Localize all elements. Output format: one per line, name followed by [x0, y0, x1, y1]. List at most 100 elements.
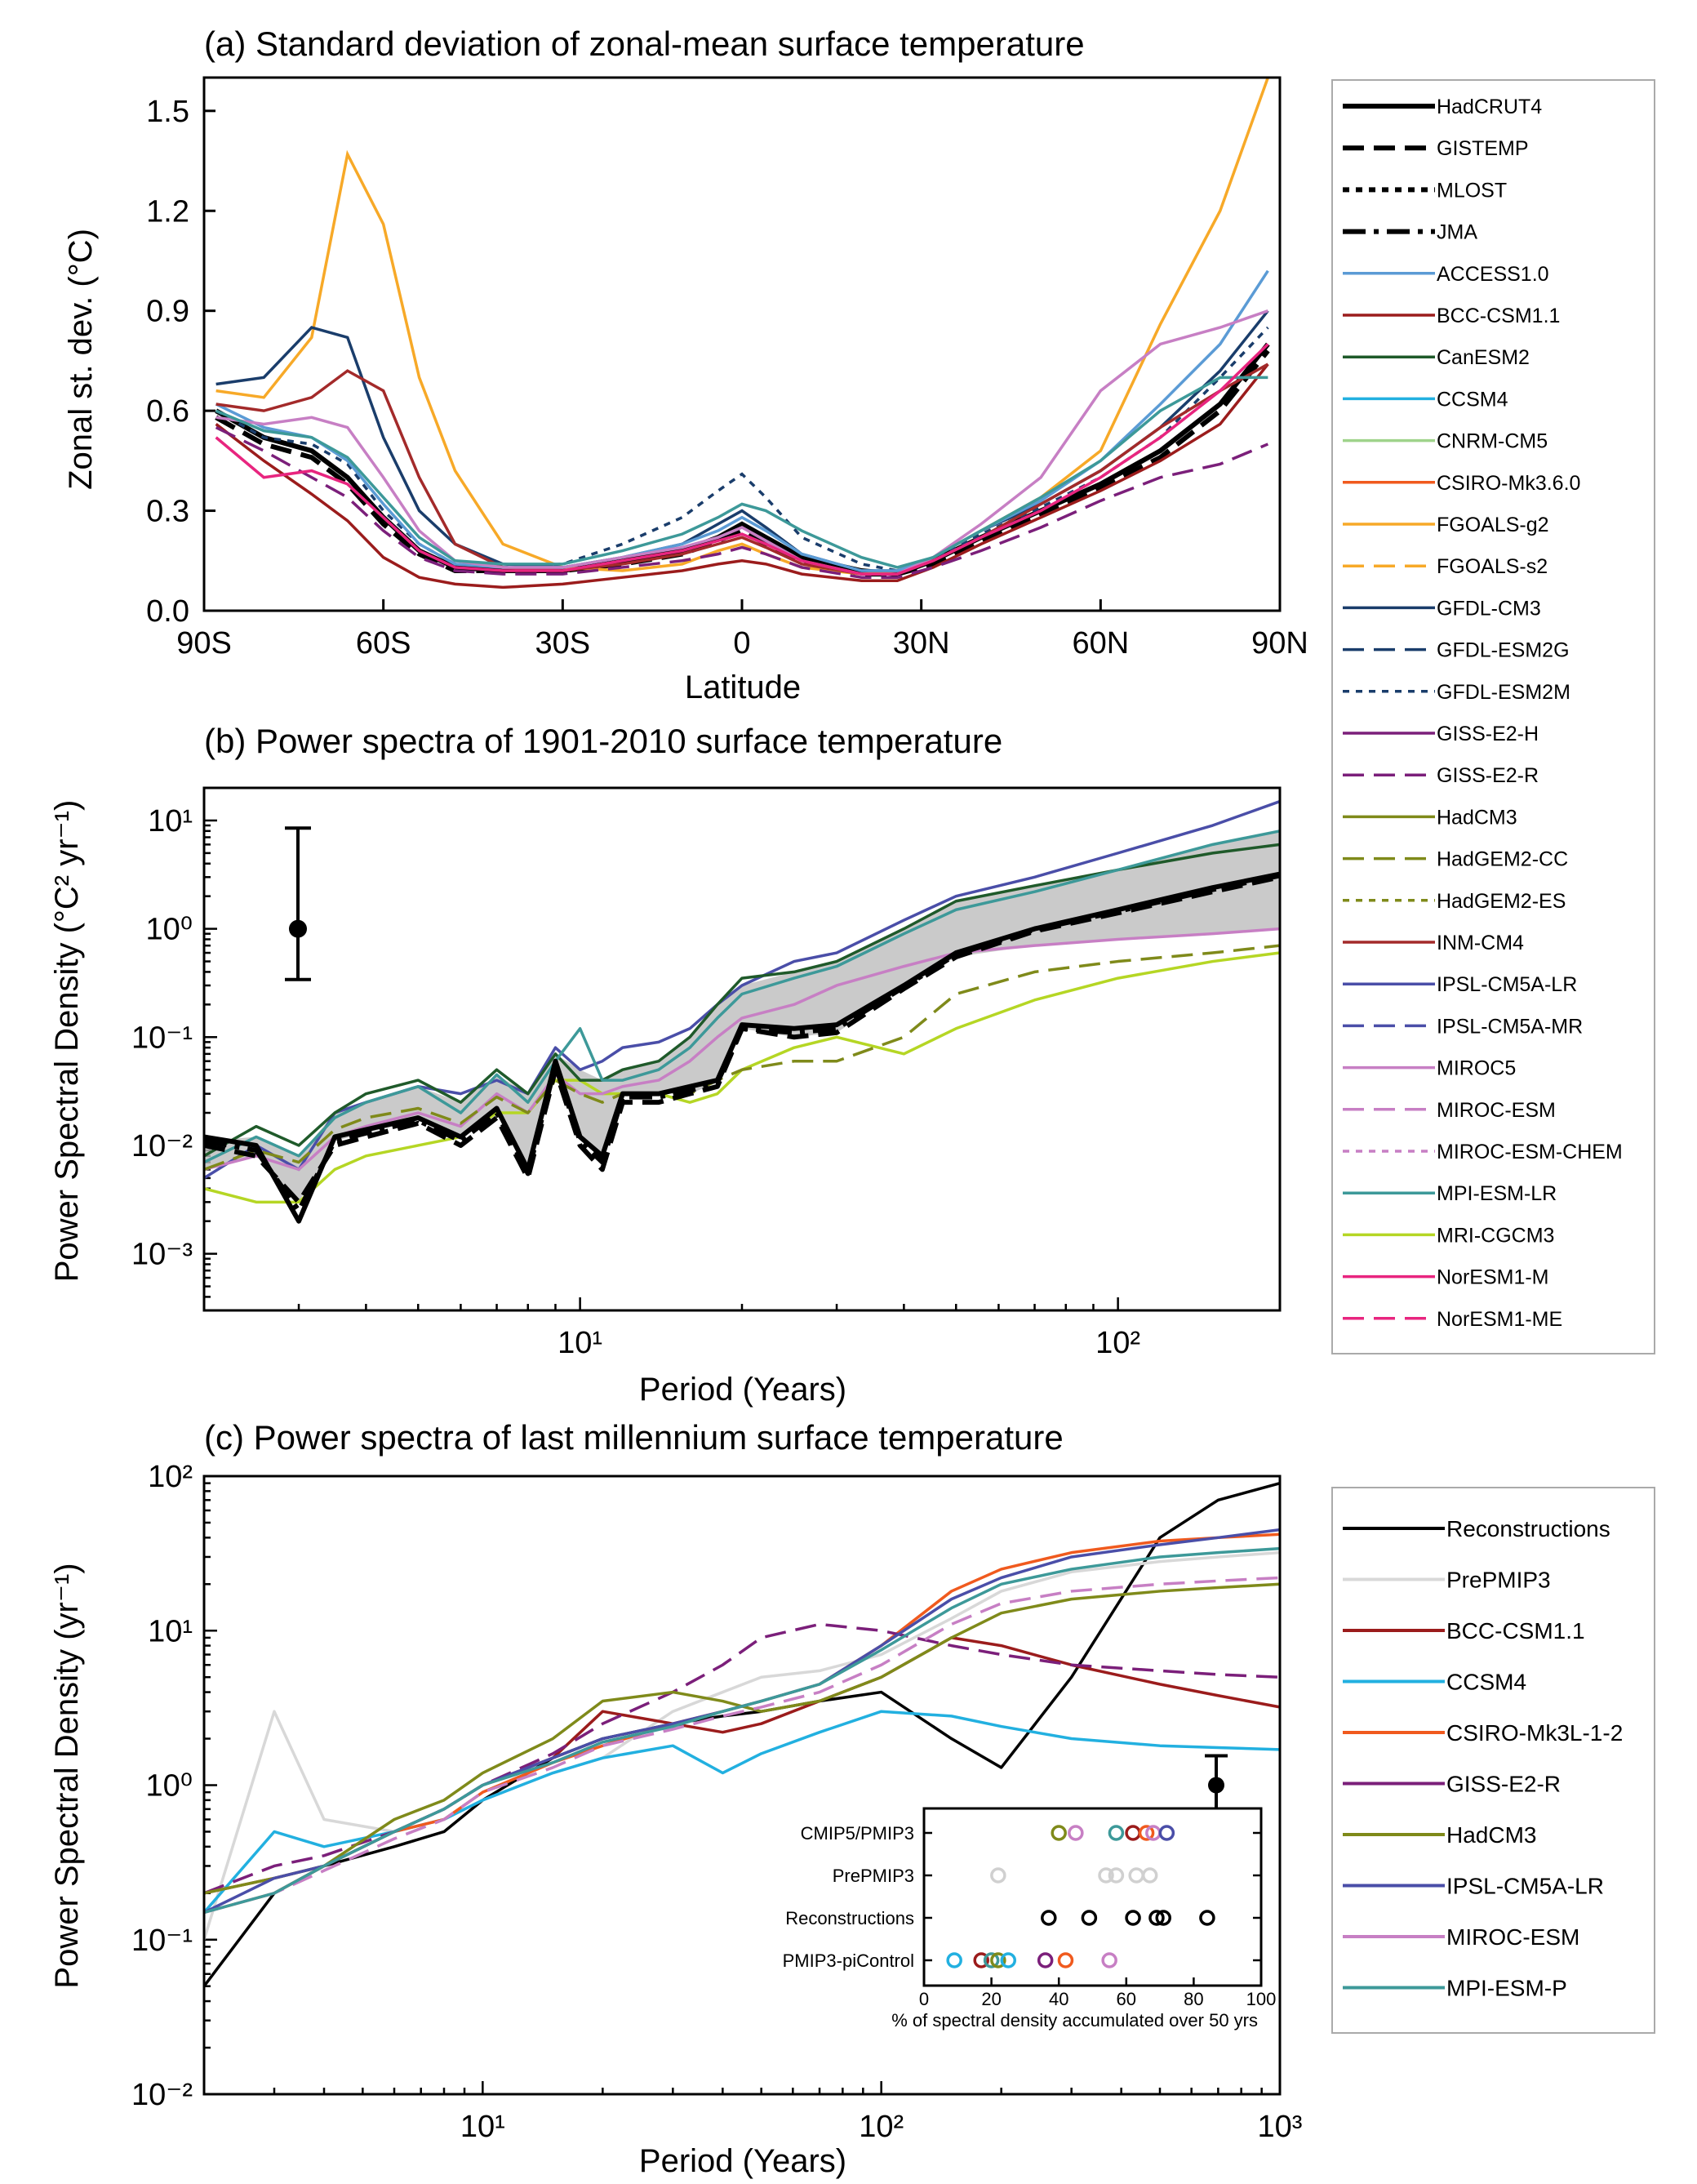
legend-entry: JMA — [1343, 221, 1477, 244]
legend-entry: MPI-ESM-LR — [1343, 1182, 1557, 1205]
panel-a-plot: 90S 60S 30S 0 30N 60N 90N 0.0 0.3 0.6 0.9 1.2 1.5 — [146, 76, 1308, 661]
legend-entry: GISS-E2-H — [1343, 723, 1539, 745]
legend-label: CCSM4 — [1446, 1670, 1526, 1695]
inset-x-tick-label: 80 — [1184, 1989, 1203, 2009]
legend-entry: CSIRO-Mk3L-1-2 — [1343, 1720, 1623, 1746]
legend-label: BCC-CSM1.1 — [1446, 1618, 1585, 1644]
legend-label: HadGEM2-CC — [1437, 848, 1568, 871]
legend-label: GFDL-ESM2G — [1437, 639, 1570, 662]
x-tick-label: 90S — [176, 626, 232, 661]
legend-entry: MIROC5 — [1343, 1057, 1516, 1080]
legend-entry: FGOALS-s2 — [1343, 555, 1548, 578]
legend-label: NorESM1-ME — [1437, 1308, 1562, 1331]
inset-x-tick-label: 0 — [919, 1989, 929, 2009]
x-tick-label: 60S — [356, 626, 411, 661]
legend-label: CSIRO-Mk3L-1-2 — [1446, 1720, 1623, 1746]
legend-label: MPI-ESM-P — [1446, 1976, 1567, 2001]
legend-entry: MPI-ESM-P — [1343, 1976, 1567, 2001]
inset-frame — [922, 1807, 1263, 1987]
legend-entry: IPSL-CM5A-MR — [1343, 1015, 1583, 1038]
legend-label: CCSM4 — [1437, 388, 1508, 411]
inset-point — [1068, 1825, 1084, 1841]
legend-entry: CanESM2 — [1343, 346, 1530, 369]
legend-label: NorESM1-M — [1437, 1266, 1549, 1289]
legend-label: HadCM3 — [1437, 806, 1517, 829]
x-tick-label: 30S — [535, 626, 591, 661]
legend-entry: FGOALS-g2 — [1343, 514, 1549, 536]
legend-label: GFDL-ESM2M — [1437, 681, 1570, 704]
inset-plot: CMIP5/PMIP3 PrePMIP3 Reconstructions PMIP3-… — [783, 1807, 1277, 2031]
legend-label: HadCM3 — [1446, 1822, 1536, 1848]
legend-entry: GISS-E2-R — [1343, 764, 1539, 787]
series-line-GFDL-CM3 — [215, 309, 1269, 572]
inset-point — [1101, 1952, 1117, 1968]
panel-b-xlabel: Period (Years) — [639, 1372, 846, 1408]
inset-row-label: Reconstructions — [785, 1908, 914, 1928]
legend-ab-box — [1331, 79, 1655, 1354]
series-line-HadCM3 — [203, 1582, 1281, 1895]
y-tick-label: 10⁻¹ — [131, 1021, 193, 1055]
legend-c: Reconstructions PrePMIP3 BCC-CSM1.1 CCSM4 CS… — [1343, 1516, 1623, 2001]
legend-label: GISS-E2-H — [1437, 723, 1539, 745]
y-tick-label: 10⁻² — [131, 2078, 193, 2112]
legend-label: MIROC-ESM-CHEM — [1437, 1141, 1623, 1163]
panel-c-xlabel: Period (Years) — [639, 2143, 846, 2179]
x-tick-label: 10² — [859, 2110, 904, 2144]
legend-entry: GISTEMP — [1343, 137, 1529, 160]
series-line-GISTEMP — [215, 349, 1270, 577]
legend-label: GFDL-CM3 — [1437, 597, 1541, 620]
series-line-BCC-CSM1.1 — [215, 363, 1269, 589]
legend-label: FGOALS-g2 — [1437, 514, 1549, 536]
legend-entry: CCSM4 — [1343, 1670, 1526, 1695]
legend-label: HadGEM2-ES — [1437, 890, 1566, 913]
legend-entry: GFDL-CM3 — [1343, 597, 1541, 620]
legend-entry: INM-CM4 — [1343, 932, 1524, 954]
series-line-CanESM2 — [203, 843, 1281, 1158]
panel-a-ylabel: Zonal st. dev. (°C) — [63, 229, 99, 490]
legend-entry: GISS-E2-R — [1343, 1772, 1561, 1797]
y-tick-label: 10¹ — [148, 804, 193, 838]
inset-point — [1141, 1867, 1158, 1884]
inset-point — [1199, 1910, 1215, 1926]
y-tick-label: 0.3 — [146, 495, 189, 529]
legend-label: GISS-E2-R — [1446, 1772, 1561, 1797]
legend-entry: MIROC-ESM — [1343, 1099, 1556, 1122]
x-tick-label: 30N — [893, 626, 950, 661]
legend-entry: HadGEM2-ES — [1343, 890, 1566, 913]
x-tick-label: 10³ — [1258, 2110, 1303, 2144]
series-line-Reconstructions — [202, 1481, 1281, 1987]
inset-point — [1108, 1867, 1125, 1884]
y-tick-label: 10⁰ — [145, 913, 193, 947]
legend-label: PrePMIP3 — [1446, 1568, 1551, 1593]
legend-entry: MIROC-ESM-CHEM — [1343, 1141, 1623, 1163]
inset-point — [990, 1867, 1006, 1884]
legend-entry: HadGEM2-CC — [1343, 848, 1568, 871]
inset-point — [1125, 1910, 1141, 1926]
legend-label: MRI-CGCM3 — [1437, 1224, 1554, 1247]
error-bar-point — [1208, 1777, 1224, 1794]
panel-b-ylabel: Power Spectral Density (°C² yr⁻¹) — [49, 800, 85, 1283]
legend-label: MIROC-ESM — [1446, 1924, 1579, 1950]
series-line-MPI-ESM-P — [203, 1546, 1281, 1915]
x-tick-label: 0 — [733, 626, 750, 661]
legend-label: CanESM2 — [1437, 346, 1530, 369]
y-tick-label: 10¹ — [148, 1614, 193, 1648]
panel-c-plot: 10¹ 10² 10³ 10⁻² 10⁻¹ 10⁰ 10¹ 10² CMIP5/PMIP3 Pre… — [131, 1460, 1302, 2144]
legend-label: IPSL-CM5A-LR — [1446, 1874, 1604, 1899]
inset-point — [1081, 1910, 1098, 1926]
series-line-MPI-ESM-LR — [215, 376, 1268, 569]
series-line-INM-CM4 — [215, 363, 1269, 576]
legend-label: MIROC5 — [1437, 1057, 1516, 1080]
inset-x-tick-label: 60 — [1117, 1989, 1136, 2009]
legend-entry: MIROC-ESM — [1343, 1924, 1579, 1950]
inset-point — [983, 1952, 1000, 1968]
legend-label: MLOST — [1437, 179, 1507, 202]
y-tick-label: 0.6 — [146, 394, 189, 429]
legend-entry: BCC-CSM1.1 — [1343, 1618, 1585, 1644]
legend-label: ACCESS1.0 — [1437, 263, 1549, 286]
y-tick-label: 1.2 — [146, 194, 189, 229]
series-line-GISS-E2-R — [215, 425, 1269, 579]
series-line-NorESM1-M — [215, 343, 1269, 576]
inset-x-tick-label: 100 — [1246, 1989, 1277, 2009]
legend-entry: GFDL-ESM2G — [1343, 639, 1570, 662]
